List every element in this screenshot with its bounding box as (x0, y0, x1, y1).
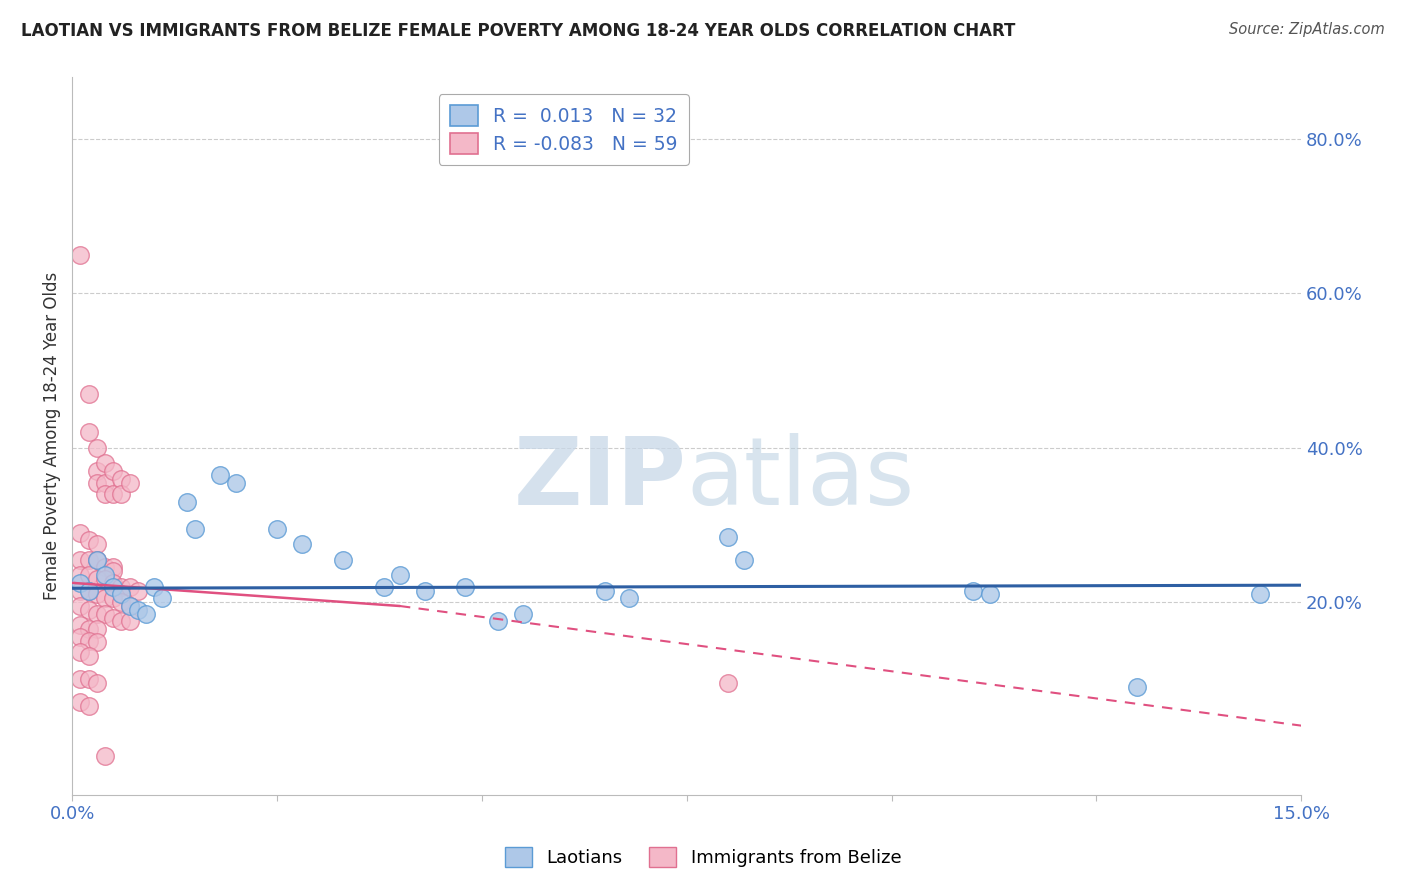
Point (150, 591, 173, 606)
Point (110, 587, 132, 601)
Point (86, 572, 108, 586)
Point (103, 560, 125, 574)
Point (118, 475, 141, 490)
Point (86, 587, 108, 601)
Point (69, 673, 91, 687)
Point (77, 649, 100, 664)
Point (69, 630, 91, 644)
Text: LAOTIAN VS IMMIGRANTS FROM BELIZE FEMALE POVERTY AMONG 18-24 YEAR OLDS CORRELATI: LAOTIAN VS IMMIGRANTS FROM BELIZE FEMALE… (21, 22, 1015, 40)
Point (118, 599, 141, 613)
Point (1126, 680, 1149, 694)
Point (69, 575, 91, 590)
Y-axis label: Female Poverty Among 18-24 Year Olds: Female Poverty Among 18-24 Year Olds (44, 272, 60, 600)
Point (110, 472, 132, 486)
Point (103, 487, 125, 501)
Point (77, 425, 100, 440)
Point (86, 607, 108, 621)
Point (1249, 587, 1271, 601)
Point (103, 575, 125, 590)
Point (135, 607, 157, 621)
Point (94, 568, 117, 582)
Point (593, 583, 616, 598)
Point (69, 618, 91, 632)
Point (388, 568, 411, 582)
Point (118, 599, 141, 613)
Point (103, 564, 125, 578)
Point (454, 580, 477, 594)
Point (77, 622, 100, 636)
Point (69, 583, 91, 598)
Point (69, 696, 91, 710)
Legend: R =  0.013   N = 32, R = -0.083   N = 59: R = 0.013 N = 32, R = -0.083 N = 59 (439, 94, 689, 165)
Point (225, 475, 247, 490)
Point (103, 610, 125, 624)
Point (127, 583, 149, 598)
Point (979, 587, 1001, 601)
Point (512, 607, 534, 621)
Text: ZIP: ZIP (513, 434, 686, 525)
Text: atlas: atlas (686, 434, 915, 525)
Point (86, 464, 108, 478)
Point (110, 595, 132, 609)
Point (86, 622, 108, 636)
Point (86, 552, 108, 566)
Point (962, 583, 984, 598)
Point (208, 467, 231, 482)
Point (86, 635, 108, 649)
Point (77, 568, 100, 582)
Point (103, 591, 125, 606)
Point (77, 603, 100, 617)
Point (486, 615, 509, 629)
Point (94, 749, 117, 764)
Point (86, 552, 108, 566)
Point (94, 560, 117, 574)
Point (176, 495, 198, 509)
Point (86, 537, 108, 551)
Point (77, 583, 100, 598)
Point (94, 607, 117, 621)
Point (373, 580, 395, 594)
Point (184, 522, 207, 536)
Point (77, 699, 100, 714)
Point (110, 615, 132, 629)
Point (94, 475, 117, 490)
Point (69, 568, 91, 582)
Point (77, 583, 100, 598)
Point (103, 464, 125, 478)
Point (86, 475, 108, 490)
Point (69, 525, 91, 540)
Point (69, 552, 91, 566)
Point (143, 580, 166, 594)
Point (77, 386, 100, 401)
Point (94, 591, 117, 606)
Point (118, 615, 141, 629)
Point (118, 580, 141, 594)
Point (110, 487, 132, 501)
Point (94, 487, 117, 501)
Point (94, 456, 117, 470)
Point (266, 522, 288, 536)
Point (77, 533, 100, 548)
Point (77, 633, 100, 648)
Point (69, 248, 91, 262)
Point (86, 441, 108, 455)
Point (86, 676, 108, 690)
Text: Source: ZipAtlas.com: Source: ZipAtlas.com (1229, 22, 1385, 37)
Point (77, 673, 100, 687)
Point (94, 572, 117, 586)
Point (103, 580, 125, 594)
Point (619, 591, 641, 606)
Point (413, 583, 436, 598)
Point (77, 552, 100, 566)
Point (127, 603, 149, 617)
Point (291, 537, 314, 551)
Point (69, 645, 91, 659)
Point (733, 552, 755, 566)
Point (110, 580, 132, 594)
Point (717, 676, 740, 690)
Point (332, 552, 354, 566)
Legend: Laotians, Immigrants from Belize: Laotians, Immigrants from Belize (498, 839, 908, 874)
Point (69, 599, 91, 613)
Point (717, 530, 740, 544)
